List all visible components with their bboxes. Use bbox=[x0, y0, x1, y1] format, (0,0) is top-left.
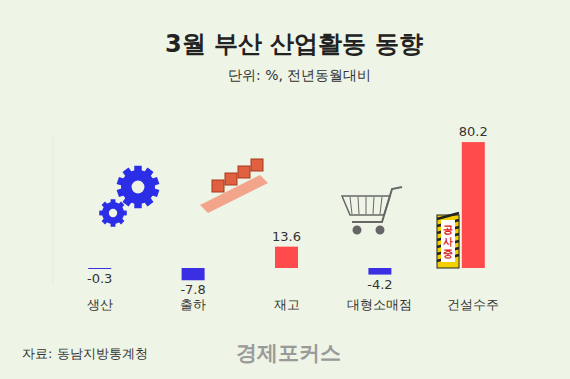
gear-icon bbox=[99, 199, 127, 227]
data-label: -7.8 bbox=[180, 282, 205, 297]
icons bbox=[99, 159, 459, 268]
source: 자료: 동남지방통계청 bbox=[22, 346, 148, 361]
title: 3월 부산 산업활동 동향 bbox=[165, 30, 423, 58]
chart-root: 3월 부산 산업활동 동향단위: %, 전년동월대비공사중 -0.3 생산 -7.8출… bbox=[0, 0, 570, 379]
chart-svg: 3월 부산 산업활동 동향단위: %, 전년동월대비공사중 -0.3 생산 -7.8출… bbox=[0, 0, 570, 379]
bar bbox=[88, 268, 111, 269]
data-label: 13.6 bbox=[272, 229, 301, 244]
bar bbox=[182, 268, 205, 280]
conveyor-icon bbox=[200, 159, 268, 213]
data-label: -4.2 bbox=[367, 277, 392, 292]
logo: 경제포커스 bbox=[236, 341, 341, 365]
bar bbox=[462, 142, 485, 268]
gear-icon bbox=[117, 166, 160, 209]
category-label: 재고 bbox=[274, 297, 300, 312]
category-label: 출하 bbox=[180, 297, 206, 312]
bars bbox=[88, 142, 485, 280]
cart-icon bbox=[342, 187, 402, 234]
sign-text: 공사중 bbox=[443, 224, 453, 259]
category-label: 대형소매점 bbox=[347, 297, 412, 312]
category-label: 생산 bbox=[87, 297, 113, 312]
background bbox=[0, 0, 570, 379]
bar bbox=[368, 268, 391, 275]
construction-sign bbox=[437, 213, 459, 268]
category-label: 건설수주 bbox=[447, 297, 499, 312]
labels: -0.3 생산 -7.8출하 13.6 재고 -4.2 대형소매점 80.2 건설수주 bbox=[87, 124, 500, 312]
subtitle: 단위: %, 전년동월대비 bbox=[228, 67, 371, 83]
bar bbox=[275, 247, 298, 268]
y-axis-line bbox=[53, 135, 54, 284]
data-label: 80.2 bbox=[459, 124, 488, 139]
data-label: -0.3 bbox=[87, 271, 112, 286]
